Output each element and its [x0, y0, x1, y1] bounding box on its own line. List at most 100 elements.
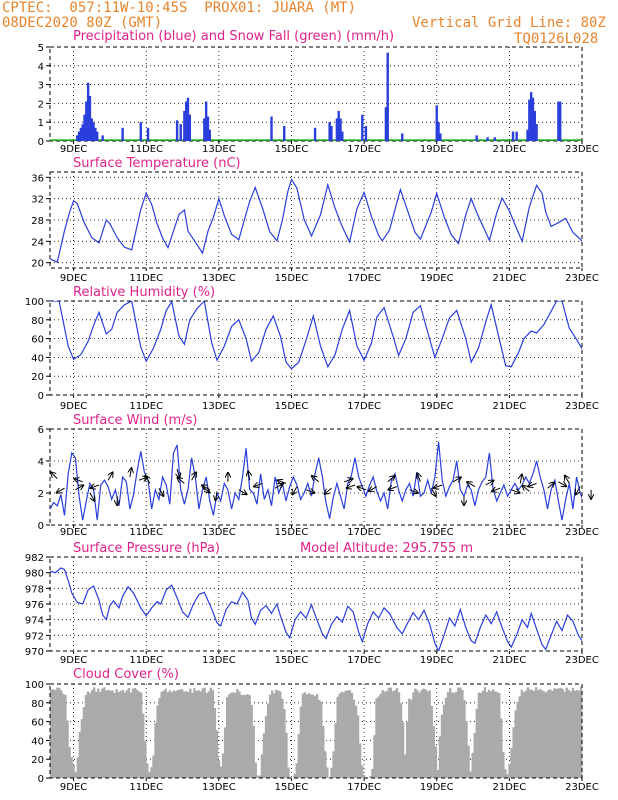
cloud-bar	[424, 689, 427, 778]
cloud-bar	[555, 688, 558, 778]
cloud-bar	[449, 688, 452, 778]
cloud-bar	[401, 722, 405, 778]
cloud-bar	[420, 690, 423, 778]
xtick-label: 9DEC	[60, 401, 87, 412]
cloud-bar	[571, 687, 575, 778]
precip-bar	[203, 118, 206, 141]
cloud-bar	[275, 689, 278, 778]
cloud-bar	[522, 692, 526, 778]
cloud-bar	[180, 689, 184, 778]
precip-bar	[183, 110, 186, 141]
cloud-bar	[504, 769, 507, 778]
cloud-bar	[164, 688, 167, 778]
cloud-bar	[207, 691, 210, 778]
cloud-bar	[541, 690, 544, 778]
cloud-bar	[176, 689, 180, 778]
wind-arrow	[91, 485, 100, 488]
cloud-bar	[479, 692, 483, 778]
cloud-bar	[508, 763, 511, 778]
cloud-bar	[223, 727, 227, 778]
cloud-bar	[50, 689, 53, 778]
cloud-bar	[97, 688, 100, 778]
cloud-bar	[330, 767, 333, 778]
cloud-bar	[285, 732, 288, 778]
cloud-bar	[205, 693, 208, 778]
cloud-bar	[135, 689, 139, 778]
wind-arrow	[388, 487, 397, 490]
cloud-bar	[211, 689, 214, 778]
cloud-bar	[178, 689, 182, 778]
cloud-bar	[440, 714, 444, 778]
cloud-bar	[434, 746, 438, 778]
cloud-bar	[70, 757, 73, 778]
cloud-bar	[203, 687, 206, 778]
station-title: CPTEC: 057:11W-10:45S PROX01: JUARA (MT)	[2, 0, 357, 16]
cloud-bar	[426, 691, 429, 778]
wind-arrow	[485, 481, 494, 486]
xtick-label: 15DEC	[275, 144, 309, 155]
cloud-bar	[201, 688, 204, 778]
xtick-label: 9DEC	[60, 655, 87, 666]
wind-arrow	[565, 476, 570, 484]
wind-arrow	[254, 483, 263, 486]
cloud-bar	[432, 726, 435, 778]
xtick-label: 15DEC	[275, 527, 309, 538]
cloud-bar	[483, 687, 487, 778]
cloud-bar	[172, 690, 176, 778]
cloud-bar	[543, 691, 546, 778]
cloud-bar	[166, 692, 169, 778]
wind-arrow	[511, 490, 519, 493]
cloud-bar	[393, 690, 397, 778]
xtick-label: 23DEC	[565, 144, 599, 155]
panel-cloud-cover: Cloud Cover (%) 0 20 40 60 80 100 9DEC 11DEC 13D…	[25, 667, 599, 793]
wind-arrow	[202, 485, 211, 490]
ytick-label: 0	[38, 391, 44, 402]
wind-arrow	[347, 485, 356, 488]
xtick-label: 23DEC	[565, 782, 599, 793]
xtick-label: 9DEC	[60, 782, 87, 793]
precip-bar	[313, 127, 317, 141]
ytick-label: 20	[31, 755, 44, 766]
cloud-bar	[561, 688, 564, 778]
cloud-bar	[246, 694, 249, 778]
cloud-bar	[569, 691, 573, 778]
cloud-bar	[86, 691, 90, 778]
cloud-bar	[485, 692, 489, 778]
xtick-label: 21DEC	[493, 273, 527, 284]
xtick-label: 15DEC	[275, 273, 309, 284]
precip-bar	[76, 135, 79, 141]
xtick-label: 19DEC	[420, 527, 454, 538]
cloud-bar	[56, 687, 59, 778]
precip-bar	[206, 116, 210, 141]
ytick-label: 40	[31, 736, 44, 747]
cloud-bar	[82, 707, 86, 778]
cloud-bar	[528, 689, 532, 778]
ytick-label: 5	[38, 43, 44, 54]
cloud-bar	[336, 696, 339, 778]
cloud-bar	[183, 691, 186, 778]
cloud-bar	[446, 692, 450, 778]
xtick-label: 17DEC	[347, 782, 381, 793]
precip-bar	[511, 131, 515, 141]
wind-arrow	[292, 486, 297, 495]
ytick-label: 24	[31, 237, 44, 248]
cloud-bar	[565, 687, 568, 778]
cloud-bar	[346, 690, 350, 778]
precip-bar	[493, 137, 497, 141]
wind-arrow	[520, 475, 522, 484]
cloud-bar	[156, 705, 159, 778]
xtick-label: 19DEC	[420, 401, 454, 412]
precip-bar	[92, 122, 95, 141]
xtick-label: 15DEC	[275, 655, 309, 666]
humidity-line	[50, 301, 582, 370]
cloud-bar	[240, 694, 243, 778]
precip-frame	[49, 46, 583, 142]
cloud-bar	[193, 688, 196, 778]
cloud-bar	[185, 691, 188, 778]
ytick-label: 0	[38, 137, 44, 148]
wind-arrow	[492, 488, 501, 491]
precip-bar	[439, 133, 442, 141]
cloud-bar	[76, 757, 79, 778]
wind-arrow	[177, 478, 185, 484]
cloud-bar	[64, 694, 67, 778]
